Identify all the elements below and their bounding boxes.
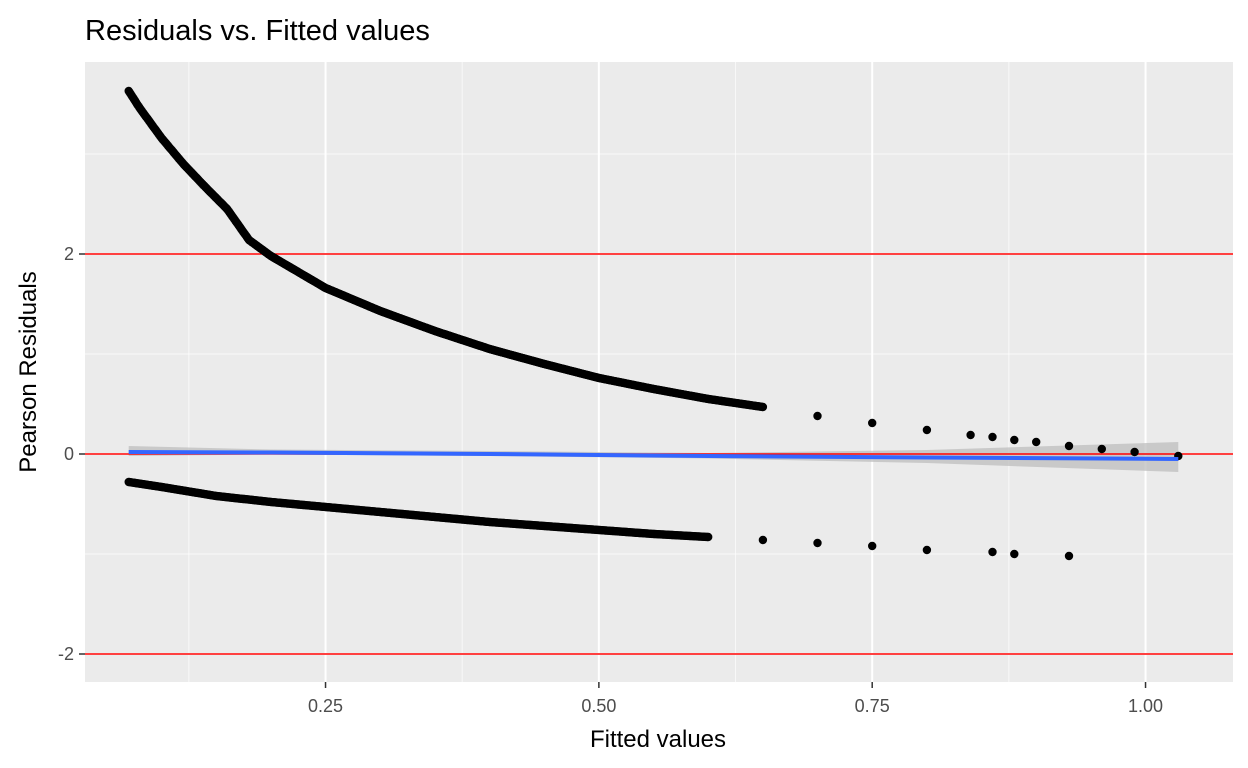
y-axis-ticks: -2 0 2 <box>58 244 85 664</box>
x-tick-label: 0.25 <box>308 696 343 716</box>
data-point <box>758 535 768 545</box>
y-axis-title: Pearson Residuals <box>15 271 42 472</box>
data-points <box>124 86 1183 561</box>
y-tick-label: -2 <box>58 644 74 664</box>
data-point <box>922 425 932 435</box>
grid-minor <box>85 62 1233 682</box>
data-point <box>988 432 997 442</box>
data-point <box>1097 444 1107 454</box>
data-point <box>1064 551 1074 561</box>
x-tick-label: 1.00 <box>1128 696 1163 716</box>
data-point <box>1010 435 1019 445</box>
y-tick-label: 0 <box>64 444 74 464</box>
data-point <box>1010 549 1019 559</box>
data-point <box>813 411 822 421</box>
data-point <box>1130 447 1139 457</box>
data-point <box>1064 441 1074 451</box>
smooth-line <box>128 450 1179 461</box>
x-tick-label: 0.50 <box>581 696 616 716</box>
data-point <box>1032 437 1041 447</box>
data-point <box>868 541 877 551</box>
plot-panel <box>85 62 1233 682</box>
x-axis-ticks: 0.25 0.50 0.75 1.00 <box>308 682 1163 716</box>
x-tick-label: 0.75 <box>855 696 890 716</box>
data-point <box>758 402 768 412</box>
chart-title: Residuals vs. Fitted values <box>85 15 430 47</box>
data-point <box>966 430 975 440</box>
data-point <box>704 532 713 542</box>
y-tick-label: 2 <box>64 244 74 264</box>
data-point <box>813 538 822 548</box>
x-axis-title: Fitted values <box>590 726 726 753</box>
data-point <box>988 547 997 557</box>
data-point <box>868 418 877 428</box>
data-point <box>922 545 932 555</box>
smooth-line-layer <box>128 450 1179 461</box>
